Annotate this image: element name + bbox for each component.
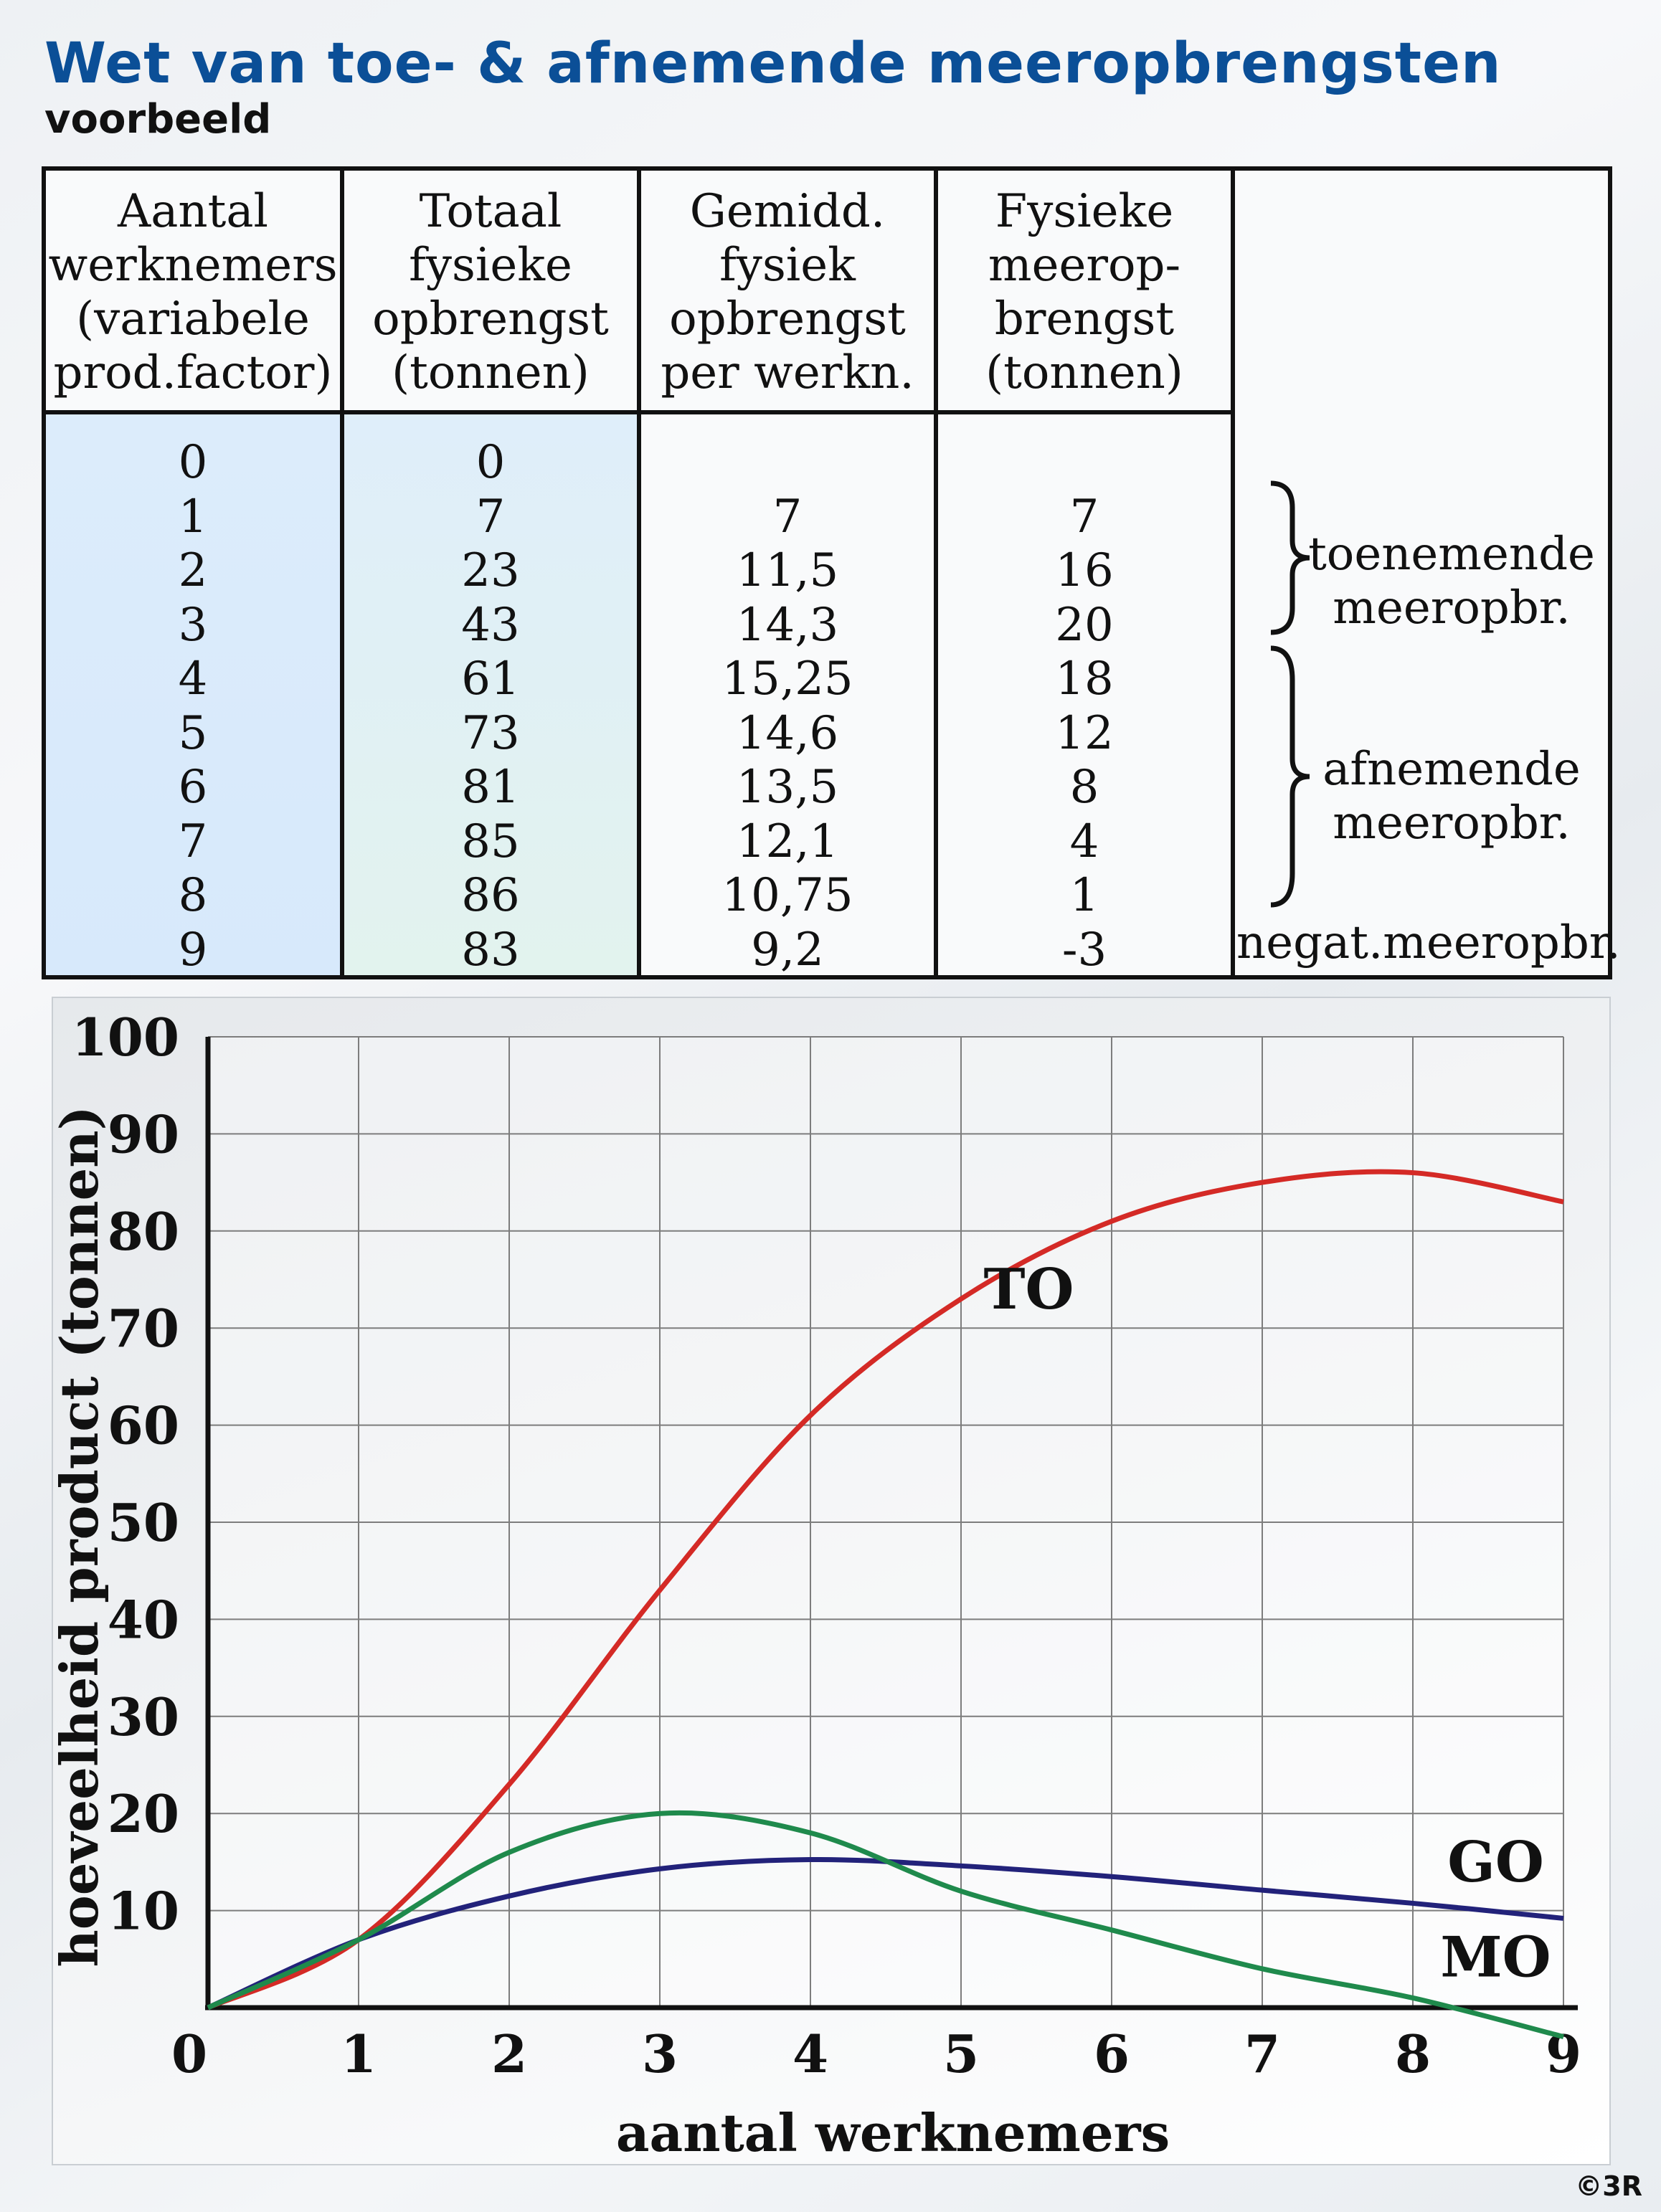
y-tick-label: 50 [108, 1492, 179, 1553]
table-cell: 9 [178, 923, 208, 977]
table-divider [934, 171, 938, 975]
page-title: Wet van toe- & afnemende meeropbrengsten [44, 32, 1502, 96]
table-cell: 20 [1055, 598, 1114, 652]
chart-panel: 10 20 30 40 50 60 70 80 90 100 0 1 2 3 4 5 6 7 8 9 aantal we… [52, 997, 1611, 2165]
table-cell [641, 436, 934, 490]
table-cell: 13,5 [736, 761, 839, 814]
table-cell: 11,5 [736, 544, 839, 597]
column-average-output: 7 11,5 14,3 15,25 14,6 13,5 12,1 10,75 9,2 [641, 436, 934, 977]
y-tick-label: 70 [108, 1298, 179, 1359]
x-tick-label: 2 [491, 2023, 527, 2084]
table-cell: 61 [461, 652, 520, 706]
table-cell: 0 [178, 436, 208, 489]
table-cell: -3 [1061, 923, 1107, 977]
brace-decreasing-icon [1270, 645, 1310, 908]
x-tick-label: 1 [341, 2023, 377, 2084]
table-cell: 85 [461, 815, 520, 868]
x-axis-label: aantal werknemers [616, 2102, 1170, 2163]
table-cell: 7 [475, 490, 506, 543]
table-cell: 7 [772, 490, 803, 543]
header-average-output: Gemidd. fysiek opbrengst per werkn. [661, 185, 914, 399]
table-cell: 83 [461, 923, 520, 977]
series-label-mo: MO [1440, 1925, 1551, 1990]
table-cell: 10,75 [721, 869, 853, 922]
x-tick-label: 0 [171, 2023, 207, 2084]
table-cell: 9,2 [751, 923, 824, 977]
table-cell: 1 [1069, 869, 1099, 922]
table-cell: 8 [1069, 761, 1099, 814]
table-cell: 18 [1055, 652, 1114, 706]
table-cell [938, 436, 1231, 490]
series-label-go: GO [1447, 1830, 1544, 1895]
table-cell: 12 [1055, 706, 1114, 760]
x-tick-label: 8 [1395, 2023, 1431, 2084]
series-line-to [207, 1169, 1564, 2011]
copyright: ©3R [1575, 2170, 1642, 2202]
header-total-output: Totaal fysieke opbrengst (tonnen) [372, 185, 609, 399]
table-divider [1231, 171, 1235, 975]
table-cell: 86 [461, 869, 520, 922]
header-marginal-output: Fysieke meerop- brengst (tonnen) [985, 185, 1183, 399]
header-workers: Aantal werknemers (variabele prod.factor) [48, 185, 338, 399]
table-cell: 4 [178, 652, 208, 706]
page-subtitle: voorbeeld [44, 96, 272, 143]
table-cell: 3 [178, 598, 208, 652]
x-tick-label: 6 [1094, 2023, 1130, 2084]
y-tick-label: 80 [108, 1201, 179, 1262]
annotation-increasing: toenemende meeropbr. [1308, 528, 1595, 635]
table-cell: 0 [475, 436, 506, 489]
annotation-negative: negat.meeropbr. [1236, 916, 1621, 969]
table-cell: 43 [461, 598, 520, 652]
series-line-mo [207, 1810, 1564, 2040]
header-divider [46, 410, 1235, 414]
table-divider [340, 171, 344, 975]
x-tick-label: 4 [792, 2023, 828, 2084]
y-tick-label: 40 [108, 1589, 179, 1650]
table-cell: 12,1 [736, 815, 839, 868]
y-tick-label: 30 [108, 1686, 179, 1747]
table-cell: 8 [178, 869, 208, 922]
table-cell: 7 [178, 815, 208, 868]
annotation-decreasing: afnemende meeropbr. [1322, 743, 1581, 850]
column-bg-total [344, 171, 641, 975]
table-cell: 14,3 [736, 598, 839, 652]
table-cell: 81 [461, 761, 520, 814]
y-tick-label: 100 [72, 1007, 179, 1068]
y-tick-label: 20 [108, 1783, 179, 1844]
table-cell: 23 [461, 544, 520, 597]
x-tick-label: 3 [642, 2023, 678, 2084]
table-cell: 15,25 [721, 652, 853, 706]
column-bg-workers [46, 171, 344, 975]
table-cell: 4 [1069, 815, 1099, 868]
series-label-to: TO [984, 1257, 1074, 1322]
table-cell: 14,6 [736, 706, 839, 760]
y-axis-label: hoeveelheid product (tonnen) [53, 1106, 110, 1967]
table-cell: 7 [1069, 490, 1099, 543]
brace-increasing-icon [1270, 480, 1310, 635]
data-table: Aantal werknemers (variabele prod.factor) … [42, 166, 1621, 979]
table-cell: 2 [178, 544, 208, 597]
table-cell: 73 [461, 706, 520, 760]
table-cell: 16 [1055, 544, 1114, 597]
table-divider [637, 171, 641, 975]
x-tick-label: 5 [943, 2023, 979, 2084]
y-tick-label: 90 [108, 1103, 179, 1164]
x-tick-label: 7 [1244, 2023, 1280, 2084]
y-tick-label: 60 [108, 1395, 179, 1456]
table-cell: 5 [178, 706, 208, 760]
table-cell: 1 [178, 490, 208, 543]
y-tick-label: 10 [108, 1881, 179, 1942]
table-cell: 6 [178, 761, 208, 814]
